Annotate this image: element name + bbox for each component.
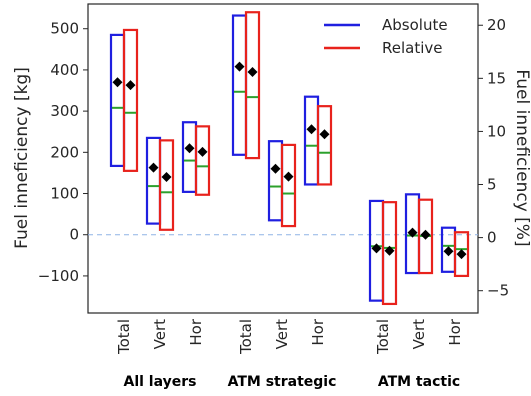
- relative-mean-marker: [247, 66, 258, 77]
- relative-box: [453, 231, 470, 278]
- relative-box: [158, 139, 175, 231]
- right-axis-ticks: −5 0 5 10 15 20: [478, 16, 509, 300]
- legend-label-relative: Relative: [382, 39, 443, 57]
- relative-mean-marker: [456, 249, 467, 260]
- category-label: Total: [374, 319, 392, 355]
- relative-box: [244, 11, 261, 160]
- category-label: Total: [115, 319, 133, 355]
- relative-box: [417, 198, 434, 275]
- left-tick-label: −100: [38, 267, 79, 285]
- left-tick-label: 100: [50, 185, 79, 203]
- absolute-box: [267, 140, 284, 222]
- category-label: Hor: [446, 318, 464, 345]
- left-axis-ticks: −100 0 100 200 300 400 500: [38, 20, 88, 285]
- group-labels: All layers ATM strategic ATM tactic: [124, 374, 461, 390]
- relative-mean-marker: [283, 171, 294, 182]
- left-tick-label: 400: [50, 61, 79, 79]
- legend: Absolute Relative: [324, 16, 448, 57]
- left-axis-title: Fuel inneficiency [kg]: [12, 67, 32, 249]
- right-tick-label: 15: [487, 69, 506, 87]
- relative-mean-marker: [420, 229, 431, 240]
- absolute-box: [109, 33, 126, 168]
- absolute-mean-marker: [443, 246, 454, 257]
- left-tick-label: 200: [50, 143, 79, 161]
- absolute-box: [181, 121, 198, 193]
- right-tick-label: 10: [487, 122, 506, 140]
- right-tick-label: 0: [487, 229, 497, 247]
- box-series: [109, 11, 470, 306]
- legend-label-absolute: Absolute: [382, 16, 448, 34]
- category-label: Hor: [187, 318, 205, 345]
- right-tick-label: −5: [487, 282, 509, 300]
- relative-mean-marker: [384, 245, 395, 256]
- group-label: ATM strategic: [228, 374, 337, 390]
- category-label: Vert: [273, 319, 291, 349]
- group-label: ATM tactic: [378, 374, 460, 390]
- left-tick-label: 300: [50, 102, 79, 120]
- relative-box: [316, 105, 333, 186]
- category-labels: Total Vert Hor Total Vert Hor Total Vert Hor: [115, 318, 464, 355]
- right-axis-title: Fuel inneficiency [%]: [512, 69, 531, 246]
- right-tick-label: 5: [487, 176, 497, 194]
- relative-box: [194, 125, 211, 196]
- absolute-box: [303, 95, 320, 186]
- relative-mean-marker: [319, 129, 330, 140]
- category-label: Hor: [309, 318, 327, 345]
- right-tick-label: 20: [487, 16, 506, 34]
- category-label: Vert: [151, 319, 169, 349]
- absolute-box: [231, 14, 248, 156]
- relative-box: [122, 28, 139, 172]
- left-tick-label: 0: [69, 226, 79, 244]
- relative-mean-marker: [161, 172, 172, 183]
- absolute-mean-marker: [234, 61, 245, 72]
- absolute-mean-marker: [407, 227, 418, 238]
- absolute-mean-marker: [112, 77, 123, 88]
- absolute-mean-marker: [148, 162, 159, 173]
- relative-box: [280, 143, 297, 228]
- category-label: Total: [237, 319, 255, 355]
- relative-mean-marker: [197, 146, 208, 157]
- absolute-mean-marker: [371, 243, 382, 254]
- plot-frame: [87, 3, 479, 314]
- category-label: Vert: [410, 319, 428, 349]
- relative-mean-marker: [125, 80, 136, 91]
- left-tick-label: 500: [50, 20, 79, 38]
- absolute-box: [145, 136, 162, 225]
- absolute-mean-marker: [306, 124, 317, 135]
- group-label: All layers: [124, 374, 197, 390]
- absolute-mean-marker: [270, 163, 281, 174]
- absolute-mean-marker: [184, 143, 195, 154]
- relative-box: [381, 201, 398, 306]
